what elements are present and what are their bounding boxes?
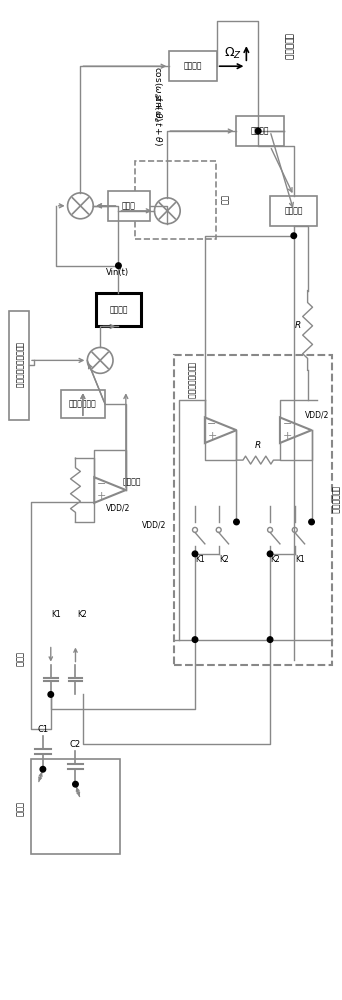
Text: 低通滤波: 低通滤波 [251, 127, 269, 136]
Bar [174, 355, 332, 665]
Text: C1: C1 [37, 725, 49, 734]
Circle shape [309, 519, 314, 525]
Text: K1: K1 [195, 555, 205, 564]
Text: K2: K2 [78, 610, 87, 619]
Text: 解调: 解调 [219, 195, 228, 205]
Text: 电荷放大: 电荷放大 [122, 478, 141, 487]
Bar [31, 759, 120, 854]
Text: +: + [207, 431, 217, 441]
Circle shape [40, 766, 45, 772]
Text: R: R [255, 441, 261, 450]
Bar [270, 196, 317, 226]
Circle shape [267, 637, 273, 642]
Circle shape [116, 263, 121, 268]
Text: −: − [282, 419, 292, 429]
Text: 多级线性放大: 多级线性放大 [69, 400, 97, 409]
Text: −: − [207, 419, 217, 429]
Circle shape [255, 128, 261, 134]
Text: VDD/2: VDD/2 [106, 503, 130, 512]
Text: −: − [97, 479, 106, 489]
Bar [61, 390, 105, 418]
Circle shape [48, 692, 54, 697]
Circle shape [234, 519, 239, 525]
Text: 检测轴: 检测轴 [15, 652, 24, 667]
Text: K1: K1 [295, 555, 305, 564]
Text: R: R [294, 321, 301, 330]
Circle shape [267, 551, 273, 557]
Bar [169, 51, 217, 81]
Text: 低通滤波: 低通滤波 [184, 62, 202, 71]
Bar [9, 311, 29, 420]
Circle shape [192, 551, 198, 557]
Text: 带通滤波: 带通滤波 [109, 305, 128, 314]
Text: 高频检测载波发生电路: 高频检测载波发生电路 [15, 342, 24, 388]
Text: $\sin(\omega_d t+\theta)$: $\sin(\omega_d t+\theta)$ [151, 93, 164, 146]
Bar [108, 191, 149, 221]
Text: 角速度输出: 角速度输出 [283, 33, 292, 60]
Circle shape [291, 233, 297, 239]
Circle shape [73, 781, 78, 787]
Circle shape [192, 637, 198, 642]
Text: 积分电路: 积分电路 [285, 206, 303, 215]
Text: Vin(t): Vin(t) [106, 268, 130, 277]
Text: 驱动轴: 驱动轴 [15, 802, 24, 817]
Text: $\cos(\omega_d t+\theta)$: $\cos(\omega_d t+\theta)$ [151, 66, 164, 121]
Text: C2: C2 [70, 740, 81, 749]
Text: +: + [282, 431, 292, 441]
Text: 高频检测载波解调: 高频检测载波解调 [186, 362, 196, 399]
Text: K2: K2 [219, 555, 228, 564]
Bar [236, 116, 284, 146]
Bar [96, 293, 141, 326]
Text: VDD/2: VDD/2 [142, 520, 167, 529]
Text: +: + [97, 491, 106, 501]
Text: K1: K1 [51, 610, 61, 619]
Bar [135, 161, 216, 239]
Text: K2: K2 [270, 555, 280, 564]
Text: $\Omega_Z$: $\Omega_Z$ [224, 46, 241, 61]
Text: 单双转换电路: 单双转换电路 [331, 486, 340, 514]
Text: 锁相环: 锁相环 [122, 201, 136, 210]
Text: VDD/2: VDD/2 [305, 411, 330, 420]
